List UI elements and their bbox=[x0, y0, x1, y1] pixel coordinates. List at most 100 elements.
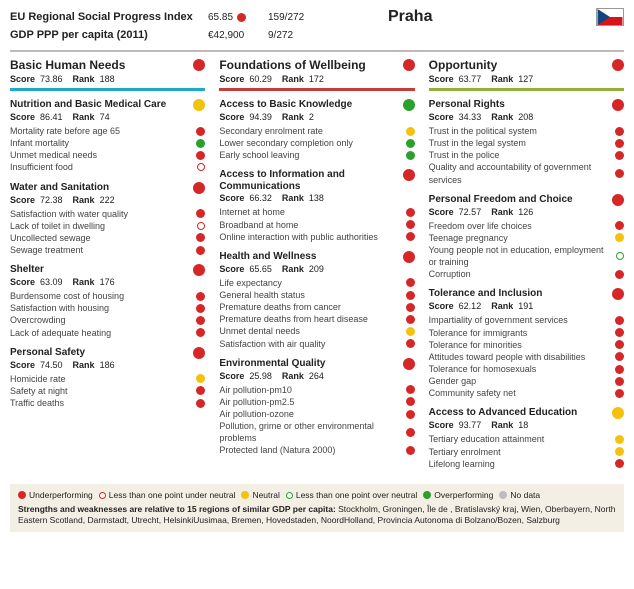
status-dot bbox=[615, 139, 624, 148]
status-dot bbox=[403, 99, 415, 111]
indicator-label: Safety at night bbox=[10, 385, 196, 397]
category-bar bbox=[219, 88, 414, 91]
indicator-label: Air pollution-pm10 bbox=[219, 384, 405, 396]
indicator-row: Trust in the police bbox=[429, 149, 624, 161]
status-dot bbox=[615, 151, 624, 160]
indicator-row: Satisfaction with water quality bbox=[10, 208, 205, 220]
status-dot bbox=[612, 59, 624, 71]
indicator-row: Lack of toilet in dwelling bbox=[10, 220, 205, 232]
legend-label: No data bbox=[510, 490, 540, 501]
indicator-row: Trust in the political system bbox=[429, 125, 624, 137]
indicator-label: Unmet dental needs bbox=[219, 325, 405, 337]
status-dot bbox=[406, 291, 415, 300]
section: Tolerance and InclusionScore 62.12 Rank … bbox=[429, 288, 624, 399]
indicator-label: Insufficient food bbox=[10, 161, 197, 173]
legend-item: Neutral bbox=[241, 490, 279, 501]
indicator-label: General health status bbox=[219, 289, 405, 301]
section-score-rank: Score 74.50 Rank 186 bbox=[10, 360, 205, 370]
indicator-row: Infant mortality bbox=[10, 137, 205, 149]
gdp-label: GDP PPP per capita (2011) bbox=[10, 29, 208, 41]
legend-footnote: Strengths and weaknesses are relative to… bbox=[18, 504, 616, 526]
indicator-row: Tolerance for minorities bbox=[429, 339, 624, 351]
status-dot bbox=[196, 386, 205, 395]
status-dot bbox=[196, 399, 205, 408]
status-dot bbox=[615, 169, 624, 178]
section: Personal Freedom and ChoiceScore 72.57 R… bbox=[429, 194, 624, 281]
indicator-label: Satisfaction with air quality bbox=[219, 338, 405, 350]
gdp-rank: 9/272 bbox=[268, 30, 328, 41]
section-score-rank: Score 25.98 Rank 264 bbox=[219, 371, 414, 381]
section-score-rank: Score 66.32 Rank 138 bbox=[219, 193, 414, 203]
status-dot bbox=[406, 385, 415, 394]
section: Access to Information and Communications… bbox=[219, 169, 414, 242]
indicator-label: Trust in the political system bbox=[429, 125, 615, 137]
status-dot bbox=[612, 194, 624, 206]
indicator-row: Online interaction with public authoriti… bbox=[219, 231, 414, 243]
status-dot bbox=[406, 303, 415, 312]
indicator-label: Overcrowding bbox=[10, 314, 196, 326]
section-header: Personal Freedom and Choice bbox=[429, 194, 624, 206]
status-dot bbox=[406, 428, 415, 437]
section-title: Access to Advanced Education bbox=[429, 407, 612, 419]
indicator-label: Impartiality of government services bbox=[429, 314, 615, 326]
indicator-row: Tertiary enrolment bbox=[429, 446, 624, 458]
indicator-row: Safety at night bbox=[10, 385, 205, 397]
indicator-row: Protected land (Natura 2000) bbox=[219, 444, 414, 456]
section-score-rank: Score 72.38 Rank 222 bbox=[10, 195, 205, 205]
section: Water and SanitationScore 72.38 Rank 222… bbox=[10, 182, 205, 257]
status-dot bbox=[406, 327, 415, 336]
legend-label: Neutral bbox=[252, 490, 279, 501]
indicator-label: Premature deaths from cancer bbox=[219, 301, 405, 313]
section-header: Tolerance and Inclusion bbox=[429, 288, 624, 300]
indicator-row: Quality and accountability of government… bbox=[429, 161, 624, 185]
category-header: Opportunity bbox=[429, 58, 624, 72]
category-score-rank: Score 73.86 Rank 188 bbox=[10, 74, 205, 84]
status-dot bbox=[196, 139, 205, 148]
section-score-rank: Score 94.39 Rank 2 bbox=[219, 112, 414, 122]
status-dot bbox=[403, 59, 415, 71]
indicator-row: Premature deaths from cancer bbox=[219, 301, 414, 313]
indicator-label: Attitudes toward people with disabilitie… bbox=[429, 351, 615, 363]
indicator-row: Early school leaving bbox=[219, 149, 414, 161]
category-column: Foundations of WellbeingScore 60.29 Rank… bbox=[219, 58, 414, 478]
status-dot bbox=[423, 491, 431, 499]
status-dot bbox=[197, 163, 205, 171]
header-row-2: GDP PPP per capita (2011) €42,900 9/272 bbox=[10, 26, 624, 44]
category-bar bbox=[429, 88, 624, 91]
indicator-row: Lower secondary completion only bbox=[219, 137, 414, 149]
status-dot bbox=[196, 328, 205, 337]
indicator-row: Air pollution-ozone bbox=[219, 408, 414, 420]
indicator-label: Tolerance for homosexuals bbox=[429, 363, 615, 375]
section: Environmental QualityScore 25.98 Rank 26… bbox=[219, 358, 414, 457]
section-score-rank: Score 34.33 Rank 208 bbox=[429, 112, 624, 122]
status-dot bbox=[193, 182, 205, 194]
section-title: Shelter bbox=[10, 264, 193, 276]
indicator-label: Lack of adequate heating bbox=[10, 327, 196, 339]
indicator-row: Sewage treatment bbox=[10, 244, 205, 256]
indicator-label: Lifelong learning bbox=[429, 458, 615, 470]
section-header: Access to Information and Communications bbox=[219, 169, 414, 192]
status-dot bbox=[406, 127, 415, 136]
status-dot bbox=[406, 446, 415, 455]
header-row-1: EU Regional Social Progress Index 65.85 … bbox=[10, 8, 624, 26]
indicator-row: Corruption bbox=[429, 268, 624, 280]
category-score-rank: Score 63.77 Rank 127 bbox=[429, 74, 624, 84]
status-dot bbox=[612, 99, 624, 111]
legend-item: No data bbox=[499, 490, 540, 501]
czech-flag-icon bbox=[596, 8, 624, 26]
indicator-row: Tolerance for immigrants bbox=[429, 327, 624, 339]
status-dot bbox=[615, 447, 624, 456]
section-title: Environmental Quality bbox=[219, 358, 402, 370]
status-dot bbox=[196, 233, 205, 242]
indicator-row: Lifelong learning bbox=[429, 458, 624, 470]
indicator-row: Teenage pregnancy bbox=[429, 232, 624, 244]
indicator-label: Early school leaving bbox=[219, 149, 405, 161]
indicator-row: Internet at home bbox=[219, 206, 414, 218]
status-dot bbox=[615, 340, 624, 349]
indicator-label: Community safety net bbox=[429, 387, 615, 399]
status-dot bbox=[406, 397, 415, 406]
report-page: EU Regional Social Progress Index 65.85 … bbox=[0, 0, 634, 538]
section-title: Nutrition and Basic Medical Care bbox=[10, 99, 193, 111]
indicator-row: Pollution, grime or other environmental … bbox=[219, 420, 414, 444]
status-dot bbox=[612, 288, 624, 300]
